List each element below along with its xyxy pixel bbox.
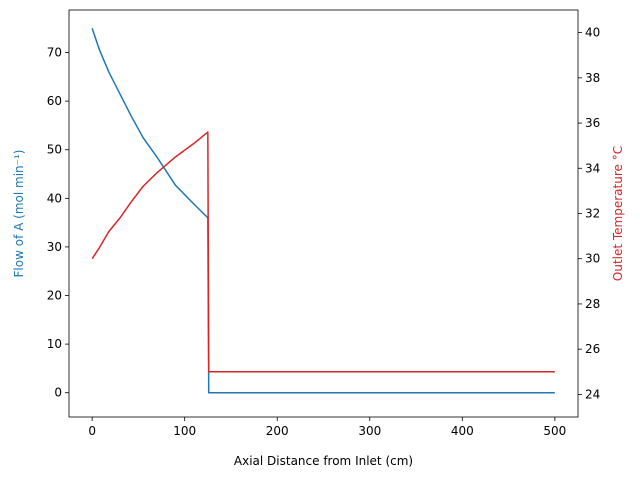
series-line-flow [91,27,555,394]
y-left-tick-label: 30 [47,240,62,254]
y-right-tick-label: 36 [585,116,600,130]
y-right-tick-label: 34 [585,161,600,175]
y-left-tick-label: 0 [54,386,62,400]
y-axis-left: 0 10 20 30 40 50 60 70 [47,46,69,400]
y-left-tick-label: 20 [47,289,62,303]
x-axis-label: Axial Distance from Inlet (cm) [234,454,413,468]
y-right-tick-label: 28 [585,297,600,311]
y-right-tick-label: 40 [585,26,600,40]
y-left-tick-label: 60 [47,94,62,108]
x-tick-label: 400 [451,424,474,438]
x-tick-label: 0 [88,424,96,438]
y-right-tick-label: 38 [585,71,600,85]
y-left-tick-label: 10 [47,337,62,351]
y-right-tick-label: 32 [585,207,600,221]
plot-frame [68,9,579,418]
x-tick-label: 100 [173,424,196,438]
y-axis-right-label: Outlet Temperature °C [611,146,625,281]
series-layer [91,27,555,394]
x-axis: 0 100 200 300 400 500 [88,417,566,438]
series-line-temperature [91,131,555,373]
y-left-tick-label: 40 [47,191,62,205]
x-tick-label: 200 [266,424,289,438]
y-axis-left-label: Flow of A (mol min⁻¹) [12,150,26,278]
y-right-tick-label: 30 [585,252,600,266]
y-axis-right: 24 26 28 30 32 34 36 38 40 [578,26,600,401]
y-right-tick-label: 26 [585,342,600,356]
x-tick-label: 500 [543,424,566,438]
x-tick-label: 300 [358,424,381,438]
y-left-tick-label: 50 [47,143,62,157]
y-right-tick-label: 24 [585,387,600,401]
y-left-tick-label: 70 [47,46,62,60]
